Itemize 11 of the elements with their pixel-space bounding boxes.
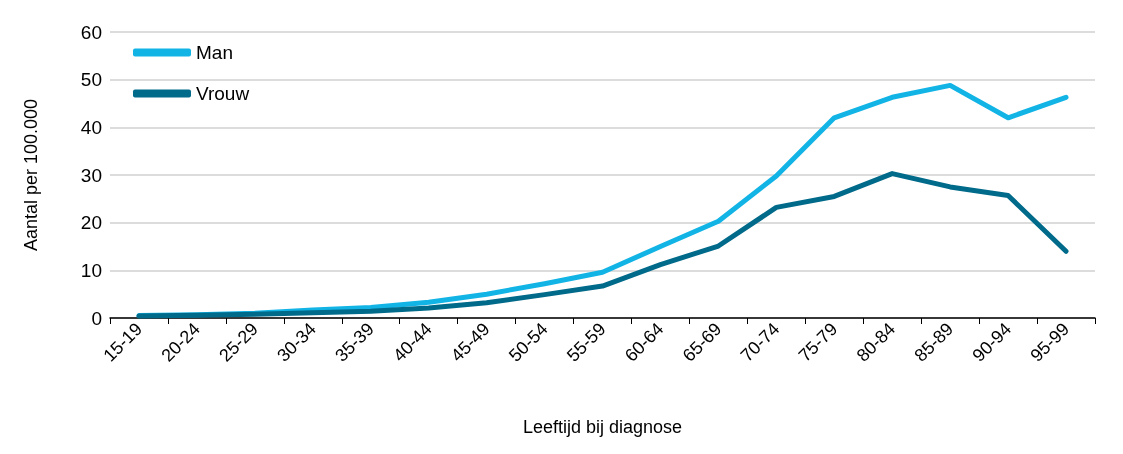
x-axis-title: Leeftijd bij diagnose [522,417,683,437]
legend-label: Man [196,42,233,63]
y-tick-label: 40 [80,116,102,138]
y-axis-title: Aantal per 100.000 [21,98,41,252]
y-tick-label: 20 [80,212,102,234]
y-tick-label: 0 [91,307,102,329]
legend-label: Vrouw [196,83,250,104]
y-tick-label: 30 [80,164,102,186]
y-tick-label: 60 [80,21,102,43]
y-tick-label: 10 [80,259,102,281]
y-tick-label: 50 [80,69,102,91]
